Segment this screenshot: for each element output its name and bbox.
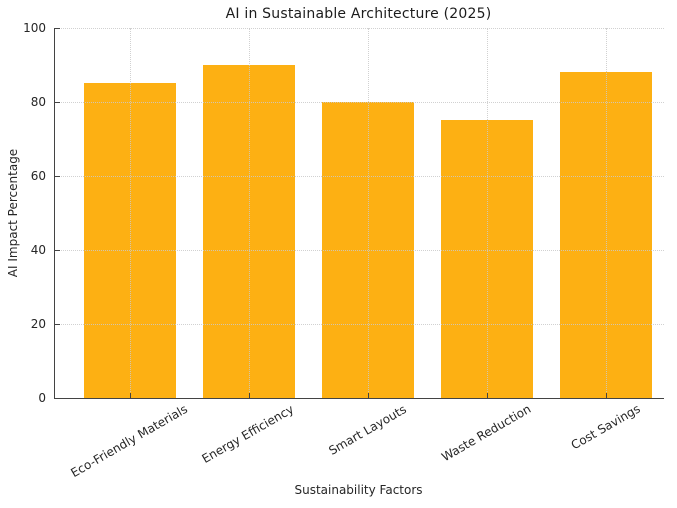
- x-tickmark-cost-savings: [605, 393, 607, 398]
- x-tick-label-eco-friendly-materials: Eco-Friendly Materials: [68, 401, 190, 481]
- x-tick-label-waste-reduction: Waste Reduction: [438, 402, 533, 465]
- v-gridline-smart-layouts: [368, 28, 369, 398]
- y-tickmark-80: [55, 102, 60, 103]
- y-tickmark-60: [55, 176, 60, 177]
- x-tickmark-smart-layouts: [367, 393, 369, 398]
- h-gridline-20: [55, 324, 664, 325]
- y-tick-label-100: 100: [23, 21, 46, 35]
- y-tick-label-0: 0: [38, 391, 46, 405]
- x-axis-label: Sustainability Factors: [294, 483, 423, 497]
- plot-area: [54, 28, 664, 399]
- y-tickmark-20: [55, 324, 60, 325]
- x-tickmark-eco-friendly-materials: [129, 393, 131, 398]
- v-gridline-energy-efficiency: [249, 28, 250, 398]
- y-tickmark-100: [55, 28, 60, 29]
- v-gridline-waste-reduction: [487, 28, 488, 398]
- v-gridline-eco-friendly-materials: [130, 28, 131, 398]
- gridlines-layer: [55, 28, 664, 398]
- axis-ticks-layer: [55, 28, 664, 398]
- h-gridline-40: [55, 250, 664, 251]
- x-tick-label-energy-efficiency: Energy Efficiency: [199, 402, 297, 467]
- x-tick-label-cost-savings: Cost Savings: [568, 401, 643, 453]
- h-gridline-60: [55, 176, 664, 177]
- h-gridline-80: [55, 102, 664, 103]
- x-tickmark-waste-reduction: [486, 393, 488, 398]
- y-tick-label-60: 60: [30, 169, 46, 183]
- chart-title: AI in Sustainable Architecture (2025): [225, 6, 492, 22]
- v-gridline-cost-savings: [606, 28, 607, 398]
- h-gridline-100: [55, 28, 664, 29]
- y-tick-label-40: 40: [30, 243, 46, 257]
- y-tick-label-20: 20: [30, 317, 46, 331]
- x-tick-label-smart-layouts: Smart Layouts: [325, 401, 409, 458]
- y-tickmark-40: [55, 250, 60, 251]
- y-tick-label-80: 80: [30, 95, 46, 109]
- x-tickmark-energy-efficiency: [248, 393, 250, 398]
